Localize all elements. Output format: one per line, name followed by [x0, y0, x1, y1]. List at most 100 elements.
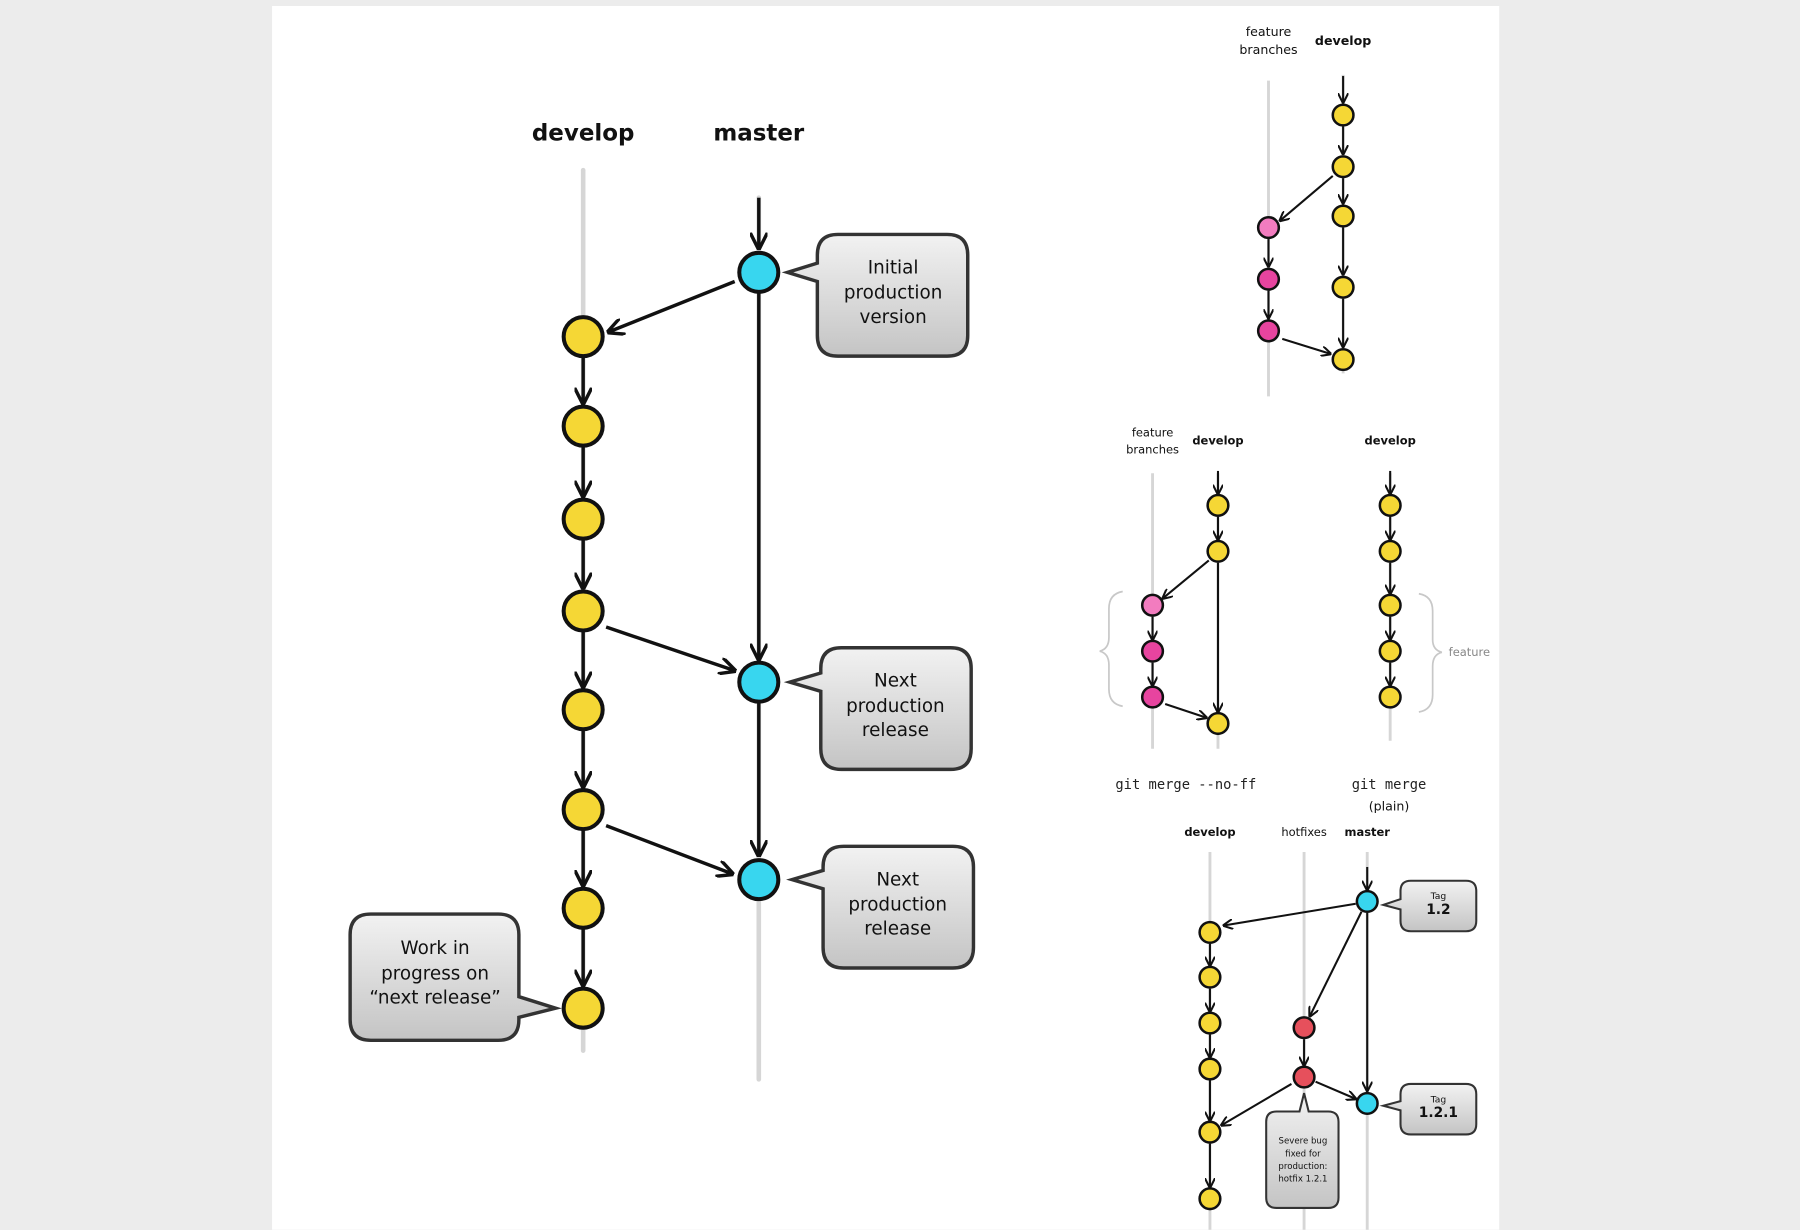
arrow — [1315, 1080, 1356, 1099]
hotfix-commit — [1292, 1065, 1316, 1089]
callout-next-production-release: Next production release — [783, 645, 973, 772]
hotfixes-label: hotfixes — [1281, 825, 1326, 839]
callout-text: Next — [876, 869, 919, 890]
develop-label: develop — [1184, 825, 1235, 839]
feature-brace-label: feature — [1449, 645, 1490, 659]
callout-text: production — [846, 696, 945, 717]
feature-commit — [1256, 267, 1281, 291]
master-commit — [737, 660, 781, 704]
caption-merge-plain: git merge — [1352, 777, 1427, 793]
develop-commit — [1378, 539, 1402, 563]
caption-plain: (plain) — [1369, 799, 1410, 814]
develop-commit — [561, 788, 605, 832]
tag-version: 1.2.1 — [1419, 1105, 1458, 1121]
feature-branches-label: feature branches — [1239, 24, 1297, 57]
arrow — [1221, 1083, 1292, 1125]
master-commit — [737, 250, 781, 294]
feature-commit — [1140, 685, 1165, 709]
arrow — [1164, 702, 1206, 718]
master-label: master — [1345, 825, 1391, 839]
callout-severe-bug: Severe bug fixed for production: hotfix 1.2… — [1265, 1092, 1340, 1209]
develop-commit — [561, 404, 605, 448]
feature-branches-label: feature branches — [1126, 425, 1179, 456]
develop-commit — [1198, 1120, 1222, 1144]
callout-text: production — [844, 283, 943, 304]
develop-label: develop — [532, 120, 635, 146]
develop-commit — [561, 688, 605, 732]
feature-brace — [1418, 592, 1443, 713]
develop-commit — [561, 589, 605, 633]
feature-branch-diagram: feature branches develop — [1239, 24, 1371, 397]
develop-commit — [1206, 493, 1230, 517]
tag-label: Tag — [1430, 891, 1447, 902]
arrow — [1163, 559, 1210, 598]
master-label: master — [713, 120, 805, 146]
develop-commit — [1378, 593, 1402, 617]
callout-tag-1-2-1: Tag 1.2.1 — [1379, 1082, 1478, 1136]
callout-text: version — [859, 307, 926, 328]
merge-plain-diagram: develop feature git merge (plain) — [1352, 434, 1490, 814]
develop-commit — [1331, 103, 1355, 127]
master-commit — [1355, 889, 1379, 914]
hotfix-diagram: develop hotfixes master Tag 1.2 — [1184, 825, 1478, 1230]
develop-commit — [1198, 965, 1222, 989]
develop-commit — [561, 886, 605, 930]
caption-merge-no-ff: git merge --no-ff — [1115, 777, 1256, 793]
develop-commit — [1331, 155, 1355, 179]
callout-text: “next release” — [369, 988, 500, 1009]
hotfix-commit — [1292, 1016, 1316, 1040]
arrow — [605, 625, 735, 671]
develop-label: develop — [1365, 434, 1416, 448]
arrow — [605, 824, 732, 874]
develop-commit — [1198, 920, 1222, 945]
arrow — [1281, 337, 1330, 354]
callout-work-in-progress: Work in progress on “next release” — [348, 912, 562, 1043]
main-diagram: develop master Initial production version — [348, 120, 976, 1082]
feature-commit — [1256, 215, 1281, 240]
arrow — [1310, 911, 1363, 1016]
develop-commit — [1206, 711, 1230, 736]
develop-commit — [561, 497, 605, 541]
develop-commit — [1331, 275, 1355, 299]
feature-brace — [1099, 590, 1123, 708]
merge-no-ff-diagram: feature branches develop git merge --no-f… — [1099, 425, 1256, 793]
develop-commit — [1331, 347, 1355, 372]
develop-commit — [1198, 1011, 1222, 1035]
develop-commit — [561, 315, 605, 359]
develop-commit — [1198, 1057, 1222, 1081]
tag-label: Tag — [1430, 1094, 1447, 1105]
develop-commit — [1378, 639, 1402, 663]
develop-commit — [1206, 539, 1230, 563]
callout-initial-production-version: Initial production version — [781, 232, 970, 358]
arrow — [1280, 175, 1334, 221]
feature-commit — [1256, 319, 1281, 343]
develop-commit — [1378, 493, 1402, 517]
develop-label: develop — [1315, 33, 1371, 48]
feature-commit — [1140, 639, 1165, 663]
callout-text: Next — [874, 671, 917, 692]
callout-text: release — [864, 919, 931, 940]
master-commit — [1355, 1091, 1379, 1116]
callout-text: production — [848, 895, 947, 916]
arrow — [608, 279, 736, 333]
feature-commit — [1140, 593, 1165, 617]
arrow — [1224, 902, 1356, 926]
develop-commit — [1331, 204, 1355, 228]
callout-text: progress on — [381, 963, 489, 984]
develop-commit — [561, 986, 605, 1030]
master-commit — [737, 858, 781, 902]
develop-commit — [1198, 1187, 1222, 1211]
develop-label: develop — [1192, 434, 1243, 448]
callout-text: Work in — [401, 938, 470, 959]
tag-version: 1.2 — [1426, 902, 1450, 918]
callout-next-production-release: Next production release — [786, 844, 976, 970]
callout-tag-1-2: Tag 1.2 — [1379, 879, 1478, 933]
develop-commit — [1378, 685, 1402, 709]
callout-text: release — [862, 720, 929, 741]
